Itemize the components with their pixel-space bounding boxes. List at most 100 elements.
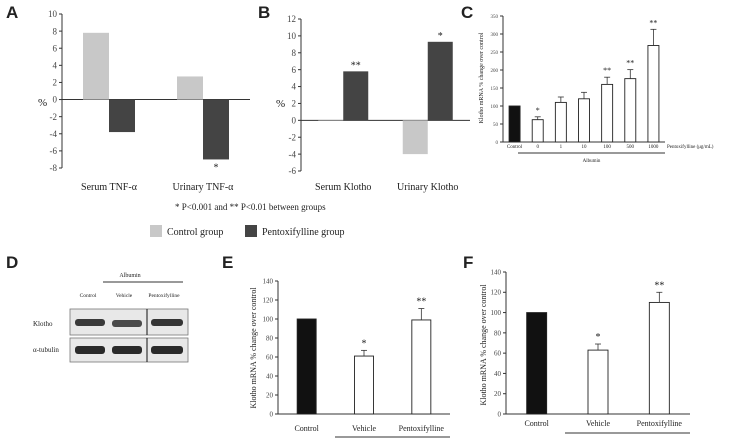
panel-b-y-tick-label: 0 — [292, 115, 297, 125]
panel-a-bar — [177, 76, 203, 100]
panel-a-y-tick-label: 4 — [53, 60, 58, 70]
blot-band-tubulin-pentoxifylline — [151, 346, 183, 354]
panel-b-significance-mark: * — [438, 31, 443, 42]
panel-e-chart: 0 20 40 60 80 100 120 140 Klotho mRNA % change o… — [249, 277, 450, 438]
panel-f-significance-mark: * — [596, 332, 601, 343]
panel-f-bar — [648, 301, 670, 415]
panel-b-category-label: Serum Klotho — [315, 182, 371, 193]
legend-swatch-pentoxifylline — [245, 225, 257, 237]
panel-e-bar — [296, 318, 317, 415]
panel-c-bar — [531, 119, 544, 143]
panel-b-bar — [402, 120, 428, 155]
panel-c-significance-mark: ** — [603, 66, 611, 75]
blot-band-klotho-control — [75, 319, 105, 326]
panel-c-y-tick-label: 0 — [496, 141, 499, 146]
panel-a-y-tick-label: -2 — [50, 112, 58, 122]
panel-a-y-tick-label: -6 — [50, 146, 58, 156]
panel-label-f: F — [463, 253, 473, 272]
panel-c-group-label: Albumin — [583, 159, 601, 164]
panel-e-y-tick-label: 40 — [266, 372, 274, 380]
blot-row-label-tubulin: α-tubulin — [33, 346, 59, 354]
panel-b-bar — [343, 71, 369, 121]
panel-b-bar — [318, 120, 344, 121]
panel-b-y-tick-label: -2 — [289, 132, 297, 142]
panel-b-y-tick-label: -4 — [289, 149, 297, 159]
panel-label-e: E — [222, 253, 233, 272]
blot-band-klotho-pentoxifylline — [151, 319, 183, 326]
panel-f-significance-mark: ** — [654, 280, 664, 291]
panel-e-significance-mark: * — [362, 338, 367, 349]
panel-e-y-tick-label: 20 — [266, 391, 274, 399]
panel-b-y-tick-label: 4 — [292, 82, 297, 92]
panel-c-y-label: Klotho mRNA % change over control — [479, 32, 485, 123]
legend-label-control: Control group — [167, 227, 223, 238]
panel-e-category-label: Control — [294, 424, 319, 433]
panel-c-x-unit-label: Pentoxifylline (μg/mL) — [667, 145, 714, 150]
legend: Control group Pentoxifylline group — [150, 225, 345, 238]
panel-a-y-tick-label: 10 — [48, 9, 58, 19]
panel-a-y-tick-label: -4 — [50, 129, 58, 139]
panel-a-y-tick-label: 2 — [53, 78, 58, 88]
blot-band-tubulin-vehicle — [112, 346, 142, 354]
legend-label-pentoxifylline: Pentoxifylline group — [262, 227, 345, 238]
blot-lane-label-pentoxifylline: Pentoxifylline — [148, 292, 180, 299]
panel-c-category-label: 0 — [536, 145, 539, 150]
panel-f-bar — [526, 312, 548, 415]
panel-b-y-tick-label: 10 — [287, 31, 297, 41]
panel-a-bar — [83, 32, 109, 100]
panel-c-bar — [508, 105, 521, 143]
panel-e-category-label: Vehicle — [352, 424, 376, 433]
panel-b-category-label: Urinary Klotho — [397, 182, 458, 193]
panel-f-bar — [587, 349, 609, 415]
panel-f-category-label: Control — [524, 419, 549, 428]
panel-c-category-label: Control — [507, 145, 523, 150]
panel-e-y-tick-label: 120 — [263, 296, 274, 304]
panel-e-y-tick-label: 80 — [266, 334, 274, 342]
panel-b-chart: -6 -4 -2 0 2 4 6 8 10 12% ** Serum Klotho * Urinary K… — [276, 14, 470, 193]
panel-label-b: B — [258, 3, 270, 22]
panel-f-y-tick-label: 20 — [494, 390, 502, 398]
panel-b-y-tick-label: 2 — [292, 99, 297, 109]
panel-f-y-tick-label: 0 — [498, 410, 502, 418]
panel-a-y-tick-label: 0 — [53, 95, 58, 105]
blot-lane-label-control: Control — [80, 293, 97, 299]
panel-c-y-tick-label: 200 — [491, 69, 499, 74]
panel-f-y-tick-label: 120 — [491, 289, 502, 297]
blot-albumin-label: Albumin — [119, 273, 140, 279]
panel-c-bar — [624, 78, 637, 143]
panel-d-western-blot: Albumin Control Vehicle Pentoxifylline K… — [33, 273, 189, 363]
blot-lane-label-vehicle: Vehicle — [116, 293, 133, 299]
panel-c-significance-mark: ** — [626, 59, 634, 68]
panel-c-y-tick-label: 150 — [491, 87, 499, 92]
panel-f-y-tick-label: 100 — [491, 309, 502, 317]
panel-f-category-label: Pentoxifylline — [637, 419, 683, 428]
panel-b-y-label: % — [276, 98, 285, 110]
blot-band-klotho-vehicle — [112, 320, 142, 327]
panel-e-y-tick-label: 100 — [263, 315, 274, 323]
panel-c-y-tick-label: 100 — [491, 105, 499, 110]
panel-a-category-label: Serum TNF-α — [81, 182, 138, 193]
panel-c-significance-mark: ** — [649, 18, 657, 27]
blot-row-label-klotho: Klotho — [33, 320, 53, 328]
panel-c-bar — [578, 98, 590, 143]
panel-label-d: D — [6, 253, 18, 272]
panel-f-category-label: Vehicle — [586, 419, 610, 428]
panel-a-y-label: % — [38, 97, 47, 109]
panel-a-bar — [109, 99, 135, 133]
panel-e-bar — [354, 355, 374, 415]
panel-a-significance-mark: * — [214, 162, 219, 173]
panel-c-category-label: 1 — [560, 145, 563, 150]
panel-e-category-label: Pentoxifylline — [399, 424, 445, 433]
panel-f-y-tick-label: 60 — [494, 350, 502, 358]
panel-c-bar — [554, 101, 567, 143]
panel-e-bar — [411, 319, 432, 415]
panel-c-y-tick-label: 250 — [491, 51, 499, 56]
panel-a-category-label: Urinary TNF-α — [173, 182, 235, 193]
panel-b-y-tick-label: -6 — [289, 166, 297, 176]
panel-c-bar — [647, 45, 660, 143]
panel-a-y-tick-label: 6 — [53, 43, 58, 53]
panel-e-significance-mark: ** — [416, 297, 426, 308]
